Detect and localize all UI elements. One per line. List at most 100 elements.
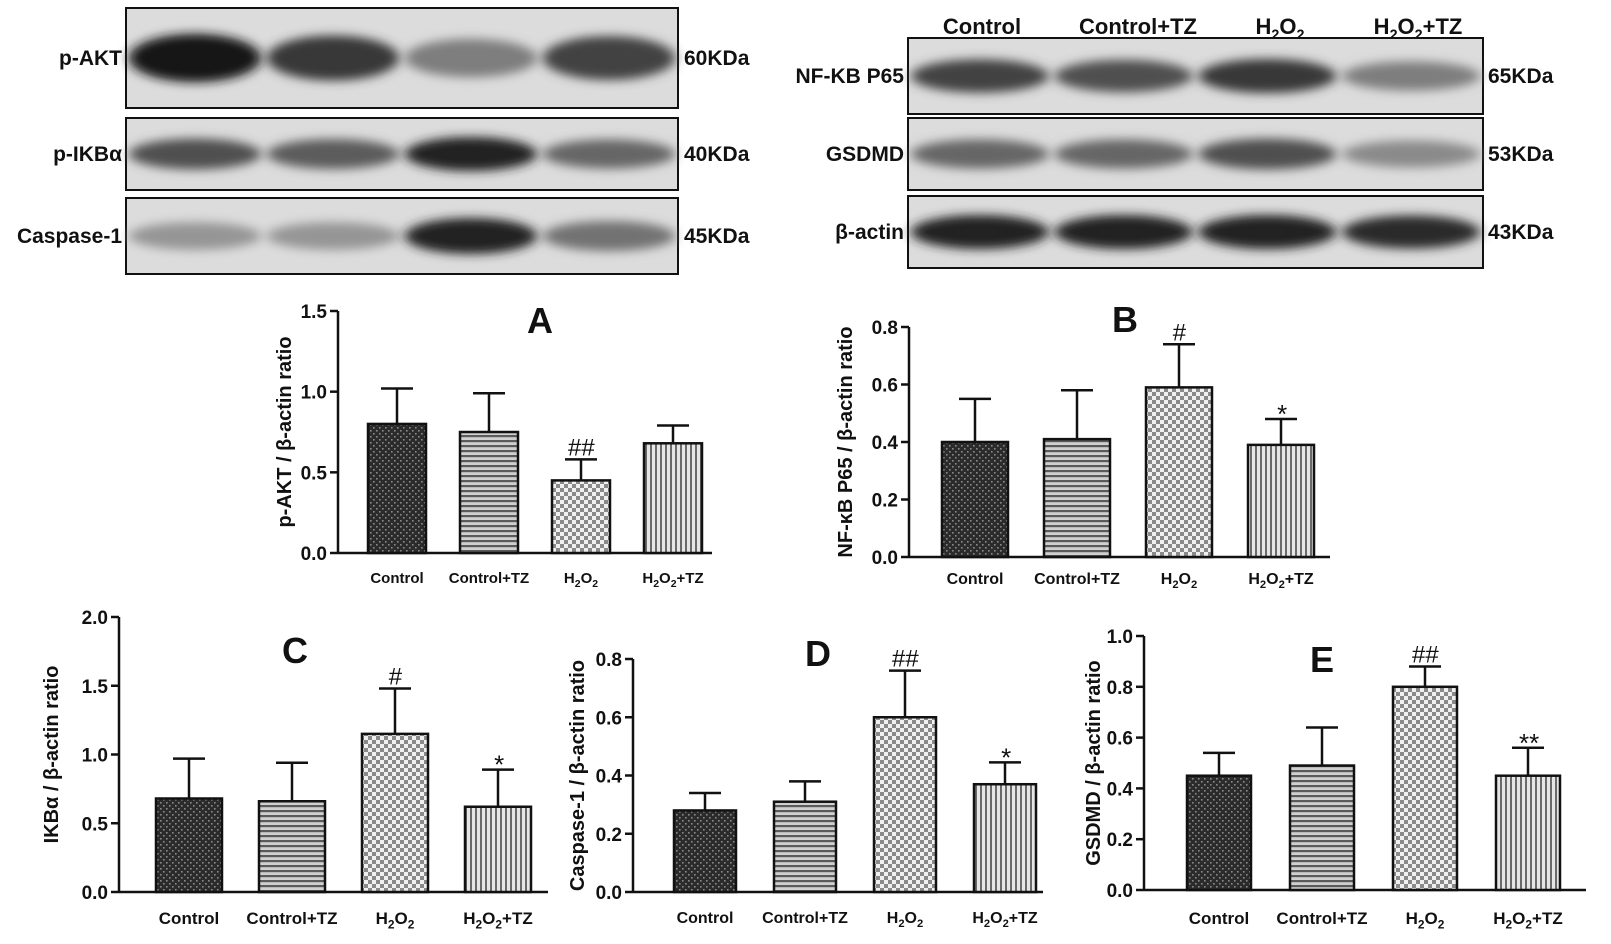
y-tick-label: 0.4 [1107,779,1134,800]
blot-band [1342,140,1481,168]
blot-lane-label: Control+TZ [1079,14,1197,39]
x-category-label: Control [677,910,734,927]
blot-band [404,38,538,78]
blot-band [910,59,1049,93]
blot-band [1198,214,1337,250]
significance-mark: * [1276,399,1287,429]
chart-a: 0.0 0.5 1.0 1.5 Ap-AKT / β-actin ratio Contro… [274,300,712,590]
blot-protein-label: NF-KB P65 [795,65,904,88]
bar [940,440,1010,559]
bar [1391,685,1459,892]
blot-mw-label: 53KDa [1488,143,1554,166]
y-tick-label: 0.5 [301,463,328,484]
y-tick-label: 1.0 [301,383,327,404]
blot-band [266,35,400,81]
blot-row: p-AKT 60KDa [59,7,750,109]
bar [1288,764,1356,892]
significance-mark: ## [1412,641,1439,668]
bar [360,732,430,894]
y-tick-label: 0.0 [82,883,108,904]
x-category-label: H2O2+TZ [972,910,1038,930]
bar [642,442,704,555]
bar [458,430,520,555]
chart-c: 0.0 0.5 1.0 1.5 2.0 C IKBα / β-actin ratio Cont… [41,608,548,931]
blot-band [404,218,538,254]
y-tick-label: 0.5 [82,814,109,835]
western-blot-panels: ControlControl+TZH2O2H2O2+TZp-AKT60KDap-… [17,6,1554,275]
x-category-label: Control [370,570,423,587]
x-category-label: Control [159,909,219,928]
panel-letter: A [527,300,553,341]
bar [1042,437,1112,559]
blot-panel-right: Control Control+TZ H2O2 H2O2+TZ NF-KB P65 65K… [795,14,1554,269]
y-axis-label: GSDMD / β-actin ratio [1083,660,1105,866]
y-tick-label: 1.0 [82,746,108,767]
x-category-label: Control+TZ [1276,909,1367,928]
x-category-label: H2O2 [1161,571,1197,591]
x-category-label: Control+TZ [449,570,529,587]
bar [1494,774,1562,892]
blot-row: GSDMD 53KDa [826,117,1554,191]
significance-mark: ## [892,646,919,673]
blot-lane-label: Control [943,14,1021,39]
blot-band [128,33,262,83]
blot-band [1342,61,1481,91]
bar [1144,386,1214,559]
blot-panel-left: ControlControl+TZH2O2H2O2+TZp-AKT60KDap-… [17,6,750,275]
bar [872,716,938,894]
bar-charts: 0.0 0.5 1.0 1.5 Ap-AKT / β-actin ratio Contro… [41,299,1586,931]
significance-mark: ** [1518,728,1539,758]
y-tick-label: 2.0 [82,608,108,629]
panel-letter: C [282,630,308,671]
bar [257,800,327,894]
bar [550,479,612,555]
x-category-label: H2O2+TZ [1493,909,1562,931]
blot-row: p-IKBα 40KDa [53,117,750,191]
y-tick-label: 0.6 [1107,729,1133,750]
blot-band [128,138,262,170]
x-category-label: Control [947,571,1004,588]
y-tick-label: 0.0 [1107,881,1133,902]
y-axis-label: NF-κB P65 / β-actin ratio [835,326,857,557]
bar [772,800,838,894]
x-category-label: H2O2+TZ [642,570,703,590]
y-tick-label: 0.6 [872,376,898,397]
blot-band [542,139,676,169]
panel-letter: E [1310,639,1334,680]
blot-mw-label: 40KDa [684,143,750,166]
blot-protein-label: p-AKT [59,47,122,70]
blot-mw-label: 43KDa [1488,221,1554,244]
panel-letter: B [1112,299,1138,340]
x-category-label: H2O2 [376,909,415,931]
y-axis-label: IKBα / β-actin ratio [41,666,63,844]
y-tick-label: 0.8 [872,318,898,339]
blot-mw-label: 60KDa [684,47,750,70]
blot-protein-label: Caspase-1 [17,225,122,248]
significance-mark: # [1172,319,1186,346]
y-axis-label: Caspase-1 / β-actin ratio [567,660,589,891]
x-category-label: Control+TZ [762,910,848,927]
blot-band [542,36,676,80]
bar [154,797,224,894]
chart-b: 0.0 0.2 0.4 0.6 0.8 B NF-κB P65 / β-actin rati… [835,299,1330,591]
bar [463,805,533,894]
blot-band [1054,59,1193,93]
blot-band [1342,215,1481,249]
blot-mw-label: 45KDa [684,225,750,248]
blot-band [128,222,262,250]
blot-row: β-actin 43KDa [835,195,1554,269]
blot-band [1198,138,1337,170]
x-category-label: Control+TZ [1034,571,1120,588]
x-category-label: H2O2 [887,910,923,930]
y-tick-label: 0.0 [872,548,898,569]
y-tick-label: 1.5 [301,302,328,323]
significance-mark: ## [568,434,595,461]
bar [366,422,428,555]
y-tick-label: 0.6 [596,708,622,729]
blot-mw-label: 65KDa [1488,65,1554,88]
y-tick-label: 0.2 [872,491,898,512]
y-tick-label: 0.4 [872,433,899,454]
significance-mark: # [388,664,402,691]
blot-band [1198,58,1337,94]
